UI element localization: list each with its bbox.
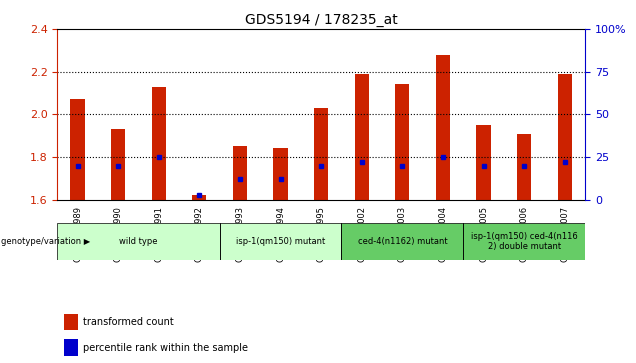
Bar (151, 87, 166, 200)
Text: isp-1(qm150) mutant: isp-1(qm150) mutant (236, 237, 325, 246)
Bar (396, 85, 410, 200)
Bar (314, 108, 328, 200)
Bar (71, 99, 85, 200)
Bar (558, 74, 572, 200)
Bar (273, 148, 287, 200)
Bar (476, 125, 491, 200)
Bar (436, 55, 450, 200)
Bar (219, 223, 342, 260)
Bar (192, 195, 207, 200)
Text: percentile rank within the sample: percentile rank within the sample (83, 343, 247, 353)
Bar (517, 134, 531, 200)
Bar (111, 129, 125, 200)
Text: genotype/variation ▶: genotype/variation ▶ (1, 237, 90, 246)
Bar (57, 223, 219, 260)
Bar (355, 74, 369, 200)
Bar (463, 223, 585, 260)
Text: ced-4(n1162) mutant: ced-4(n1162) mutant (357, 237, 447, 246)
Bar (342, 223, 463, 260)
Text: wild type: wild type (119, 237, 158, 246)
Bar (233, 146, 247, 200)
Text: isp-1(qm150) ced-4(n116
2) double mutant: isp-1(qm150) ced-4(n116 2) double mutant (471, 232, 577, 251)
Text: transformed count: transformed count (83, 317, 174, 327)
Title: GDS5194 / 178235_at: GDS5194 / 178235_at (245, 13, 398, 26)
